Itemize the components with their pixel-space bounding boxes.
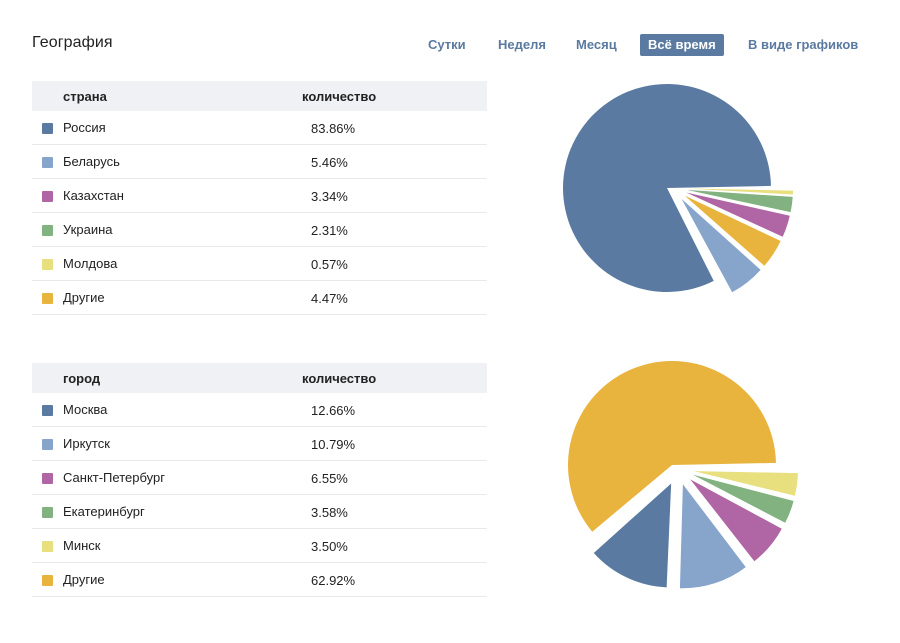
cities-table: город количество Москва 12.66% Иркутск 1… (32, 363, 487, 597)
table-row: Иркутск 10.79% (32, 427, 487, 461)
pie-slice-Россия[interactable] (563, 84, 771, 292)
table-row: Украина 2.31% (32, 213, 487, 247)
table-row: Молдова 0.57% (32, 247, 487, 281)
country-value: 83.86% (311, 121, 356, 136)
color-swatch (42, 575, 53, 586)
pie-slice-Екатеринбург[interactable] (692, 474, 794, 523)
page-title: География (32, 34, 113, 51)
table-row: Россия 83.86% (32, 111, 487, 145)
country-value: 2.31% (311, 223, 348, 238)
tab-as-charts[interactable]: В виде графиков (748, 37, 859, 52)
header: География Сутки Неделя Месяц Всё время В… (0, 0, 900, 80)
country-name: Другие (63, 290, 105, 305)
pie-slice-Другие[interactable] (568, 361, 776, 532)
cities-pie-chart[interactable] (560, 360, 810, 600)
pie-slice-Другие[interactable] (684, 195, 781, 266)
country-name: Молдова (63, 256, 118, 271)
color-swatch (42, 157, 53, 168)
city-name: Минск (63, 538, 101, 553)
city-name: Екатеринбург (63, 504, 145, 519)
country-name: Россия (63, 120, 106, 135)
table-row: Беларусь 5.46% (32, 145, 487, 179)
city-name: Санкт-Петербург (63, 470, 165, 485)
color-swatch (42, 259, 53, 270)
table-row: Другие 4.47% (32, 281, 487, 315)
pie-slice-Санкт-Петербург[interactable] (690, 479, 782, 562)
color-swatch (42, 541, 53, 552)
color-swatch (42, 293, 53, 304)
color-swatch (42, 123, 53, 134)
city-column-header[interactable]: город (63, 371, 101, 386)
color-swatch (42, 225, 53, 236)
pie-slice-Казахстан[interactable] (686, 192, 790, 237)
country-value: 0.57% (311, 257, 348, 272)
city-name: Москва (63, 402, 108, 417)
pie-slice-Москва[interactable] (593, 483, 672, 588)
table-row: Казахстан 3.34% (32, 179, 487, 213)
table-row: Санкт-Петербург 6.55% (32, 461, 487, 495)
countries-pie-chart[interactable] (555, 80, 805, 300)
table-row: Москва 12.66% (32, 393, 487, 427)
city-value: 3.50% (311, 539, 348, 554)
tab-all-time[interactable]: Всё время (640, 34, 724, 56)
country-name: Беларусь (63, 154, 120, 169)
city-value: 3.58% (311, 505, 348, 520)
city-value: 10.79% (311, 437, 356, 452)
color-swatch (42, 191, 53, 202)
table-row: Другие 62.92% (32, 563, 487, 597)
tab-week[interactable]: Неделя (498, 37, 546, 52)
color-swatch (42, 405, 53, 416)
country-value: 5.46% (311, 155, 348, 170)
city-value: 6.55% (311, 471, 348, 486)
tab-month[interactable]: Месяц (576, 37, 617, 52)
city-name: Другие (63, 572, 105, 587)
countries-table: страна количество Россия 83.86% Беларусь… (32, 81, 487, 315)
color-swatch (42, 473, 53, 484)
country-name: Украина (63, 222, 113, 237)
country-name: Казахстан (63, 188, 124, 203)
country-value: 4.47% (311, 291, 348, 306)
pie-slice-Молдова[interactable] (686, 188, 794, 195)
color-swatch (42, 439, 53, 450)
pie-slice-Минск[interactable] (693, 471, 798, 496)
table-row: Минск 3.50% (32, 529, 487, 563)
count-column-header[interactable]: количество (302, 89, 377, 104)
tab-day[interactable]: Сутки (428, 37, 466, 52)
color-swatch (42, 507, 53, 518)
city-name: Иркутск (63, 436, 110, 451)
country-value: 3.34% (311, 189, 348, 204)
city-value: 12.66% (311, 403, 356, 418)
country-column-header[interactable]: страна (63, 89, 107, 104)
pie-slice-Беларусь[interactable] (681, 198, 761, 293)
cities-table-header: город количество (32, 363, 487, 393)
table-row: Екатеринбург 3.58% (32, 495, 487, 529)
count-column-header[interactable]: количество (302, 371, 377, 386)
countries-table-header: страна количество (32, 81, 487, 111)
pie-slice-Украина[interactable] (686, 189, 793, 213)
pie-slice-Иркутск[interactable] (679, 484, 746, 589)
city-value: 62.92% (311, 573, 356, 588)
